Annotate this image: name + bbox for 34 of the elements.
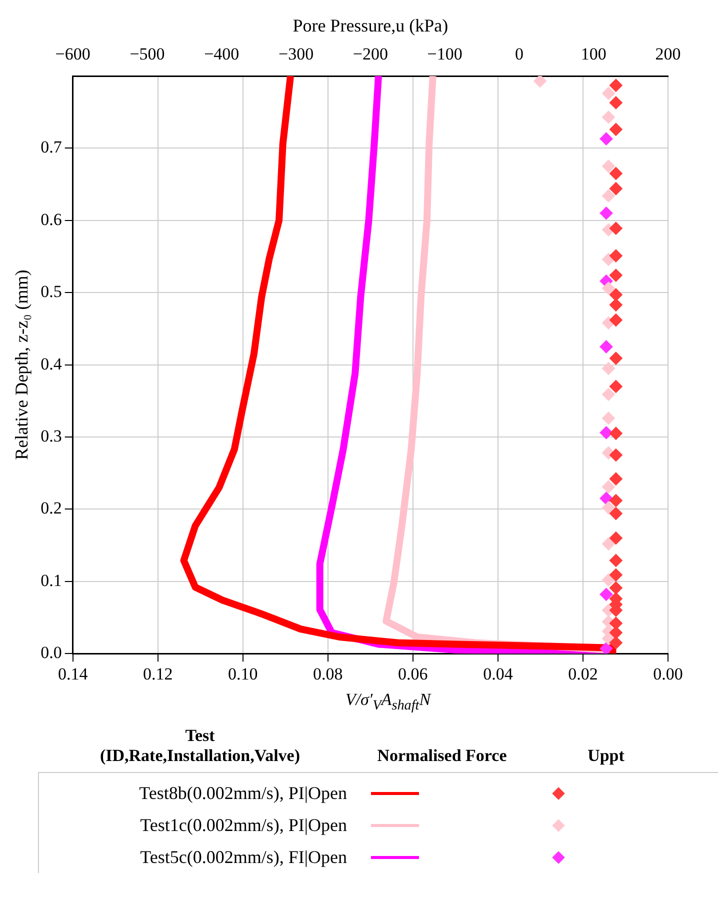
y-tick-label: 0.1 — [40, 570, 62, 590]
y-tick-label: 0.2 — [40, 498, 62, 518]
x2-axis-title: Pore Pressure,u (kPa) — [292, 16, 448, 36]
y-tick-label: 0.3 — [40, 426, 62, 446]
x2-tick-label: 100 — [580, 44, 606, 64]
x2-tick-label: −500 — [130, 44, 165, 64]
x-tick-label: 0.14 — [58, 664, 88, 684]
x2-tick-label: −300 — [278, 44, 314, 64]
x-tick-label: 0.02 — [568, 664, 598, 684]
y-tick-label: 0.4 — [40, 354, 62, 374]
x2-tick-label: 200 — [655, 44, 681, 64]
x-tick-label: 0.04 — [483, 664, 514, 684]
y-tick-label: 0.6 — [40, 210, 62, 229]
legend-label: Test5c(0.002mm/s), FI|Open — [140, 846, 347, 868]
x-tick-label: 0.00 — [653, 664, 683, 684]
x-tick-label: 0.10 — [228, 664, 258, 684]
x2-tick-label: 0 — [514, 44, 524, 64]
x2-tick-label: −200 — [352, 44, 388, 64]
x2-tick-label: −400 — [204, 44, 240, 64]
y-tick-label: 0.5 — [40, 282, 62, 302]
legend-label: Test8b(0.002mm/s), PI|Open — [139, 782, 347, 804]
text: Normalised Force — [376, 746, 508, 766]
x-tick-label: 0.06 — [398, 664, 428, 684]
x-tick-label: 0.12 — [142, 664, 173, 684]
legend-title: Test (ID,Rate,Installation,Valve) — [98, 726, 302, 766]
y-tick-label: 0.7 — [40, 138, 62, 157]
text: Uppt — [586, 746, 626, 766]
y-tick-label: 0.0 — [40, 643, 62, 662]
x2-tick-label: −600 — [55, 44, 90, 64]
y-axis-title: Relative Depth, z-z₀ (mm) — [12, 270, 32, 460]
x-tick-label: 0.08 — [313, 664, 343, 684]
x2-tick-label: −100 — [427, 44, 462, 64]
x-axis-title: V/σ′$_{V}$A$_{shaft}$N — [345, 690, 431, 714]
legend-label: Test1c(0.002mm/s), PI|Open — [140, 814, 347, 836]
